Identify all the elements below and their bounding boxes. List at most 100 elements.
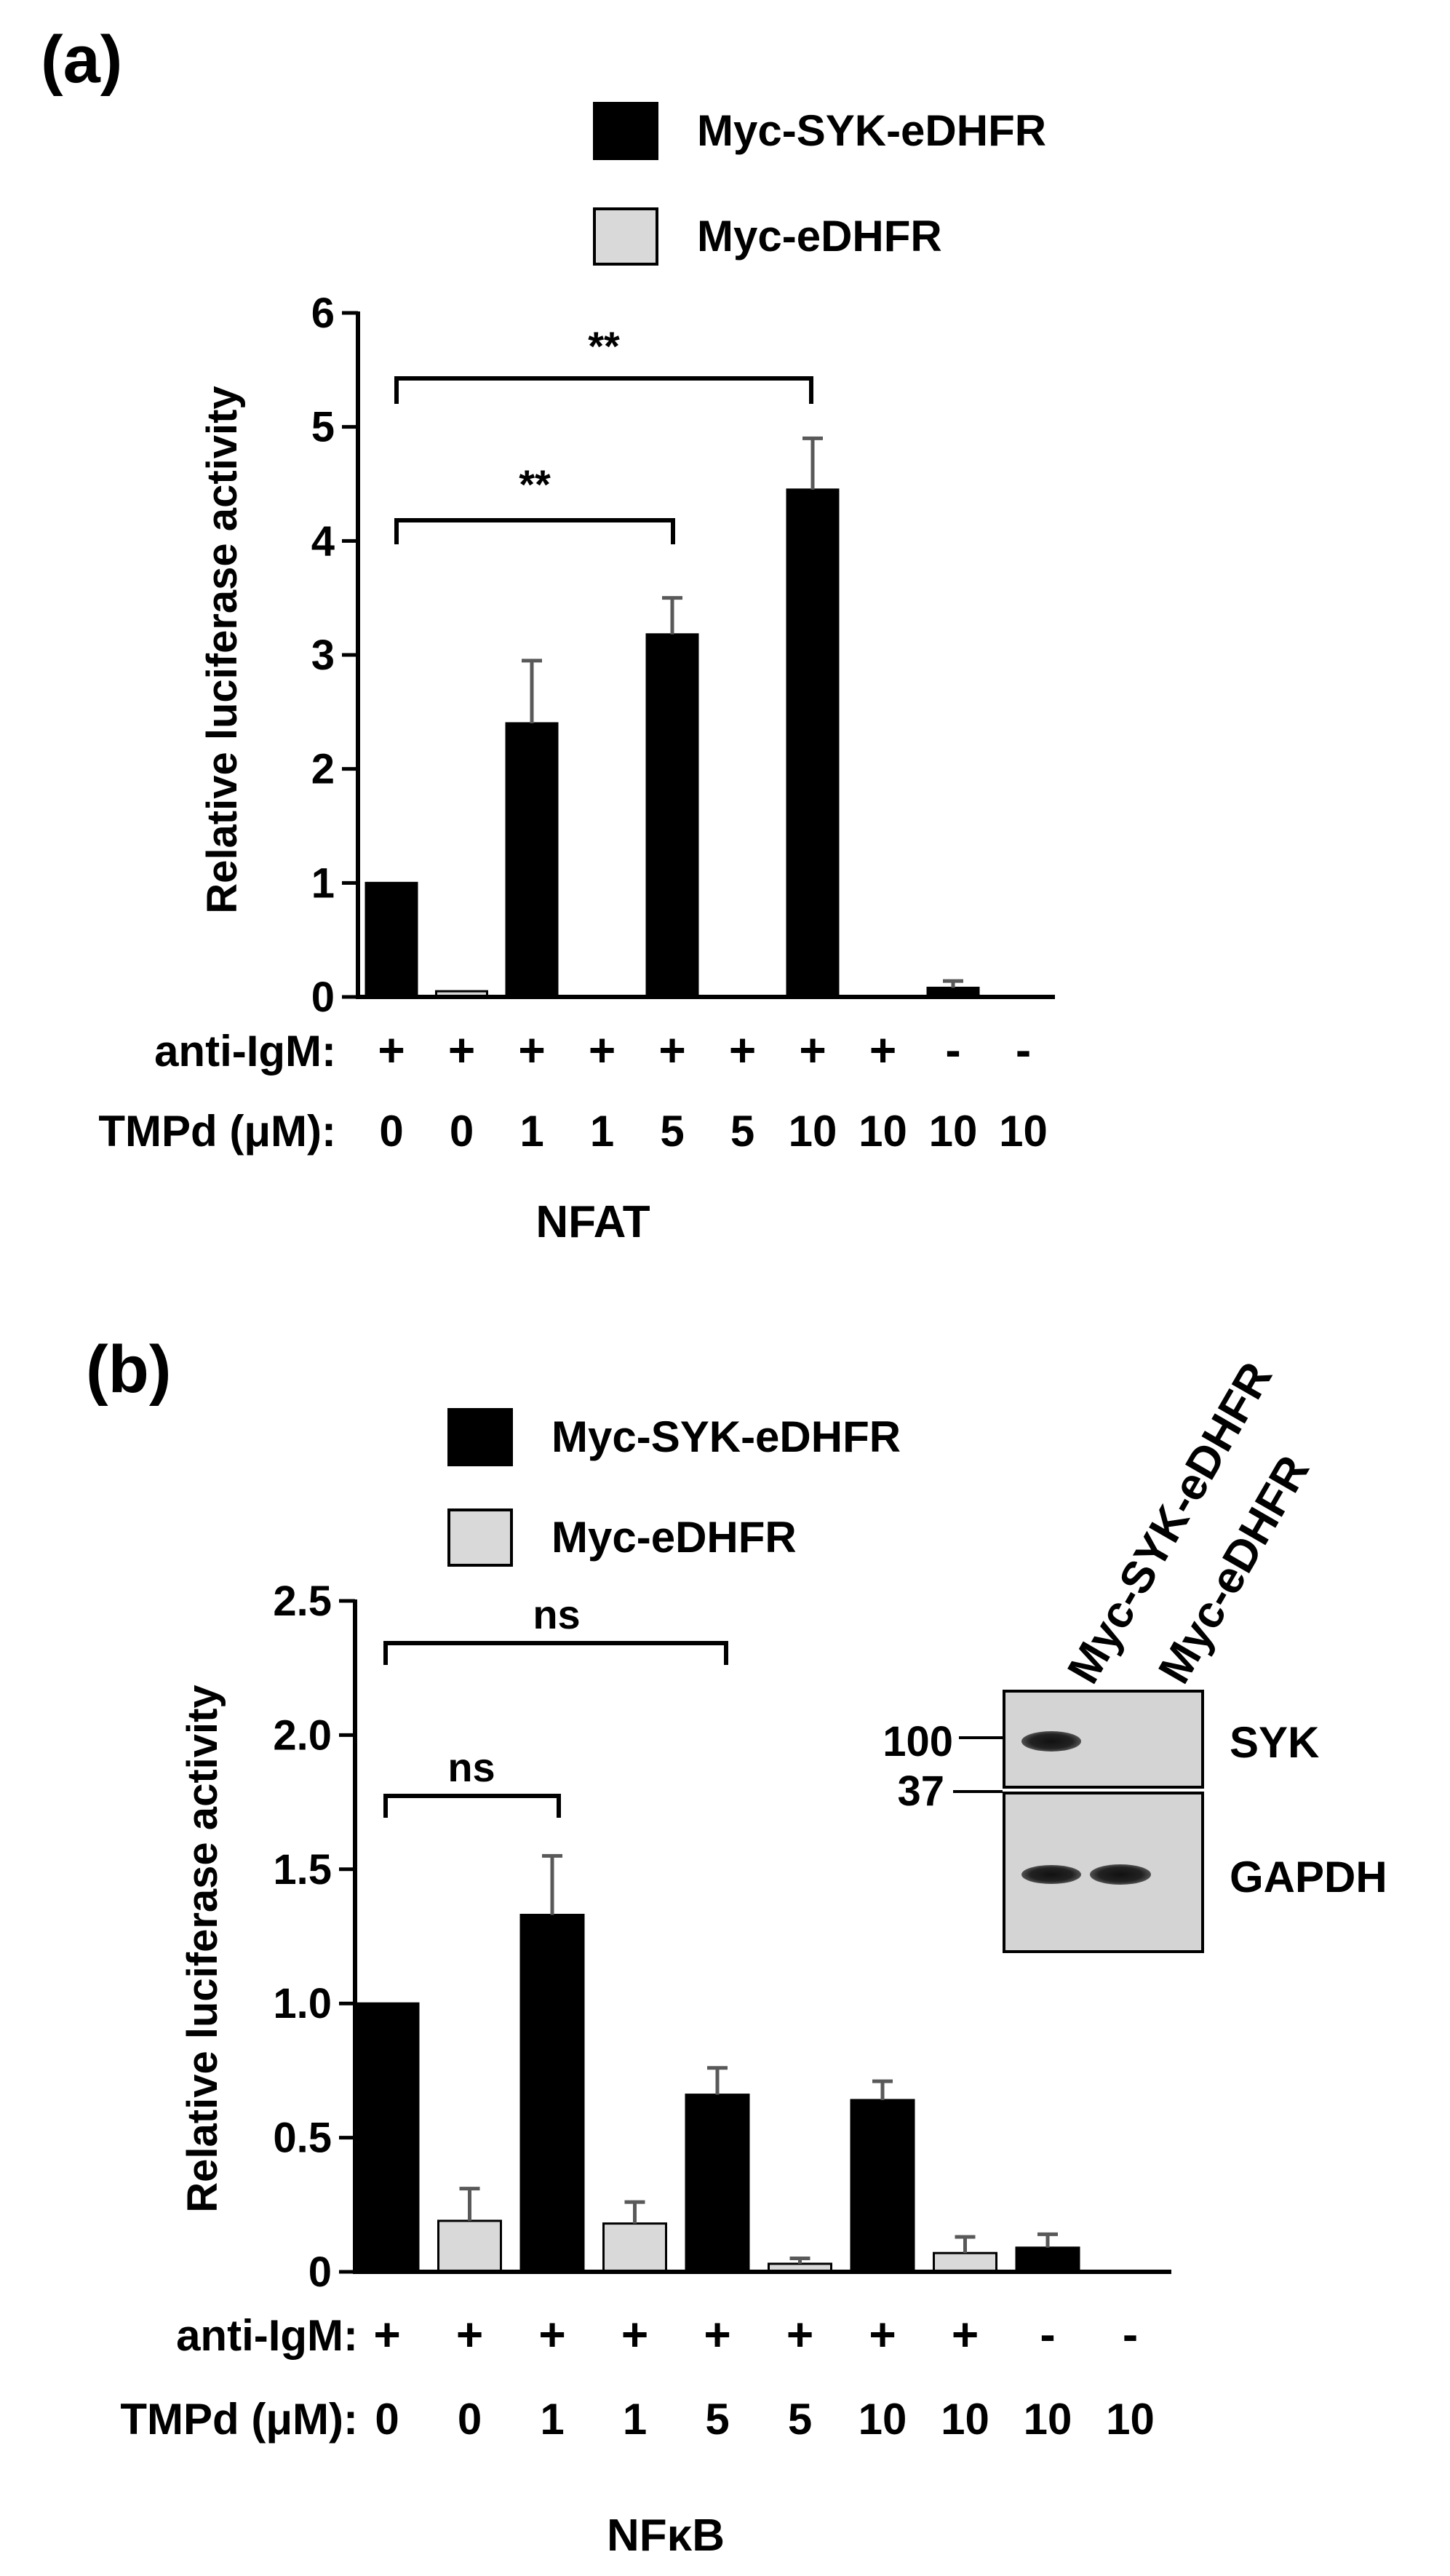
a-igm-2: + — [518, 1024, 545, 1076]
panel-b-label: (b) — [86, 1332, 172, 1407]
b-tmpd-0: 0 — [375, 2395, 399, 2444]
legend-a-label-edhfr: Myc-eDHFR — [697, 212, 942, 261]
b-bar-6 — [850, 2099, 915, 2273]
a-bar-2 — [505, 722, 559, 998]
a-row-label-igm: anti-IgM: — [154, 1027, 336, 1076]
a-ytick-label-0: 0 — [311, 974, 335, 1021]
a-igm-9: - — [1016, 1024, 1031, 1076]
legend-a-swatch-syk — [593, 102, 658, 160]
chart-a-group-label: NFAT — [535, 1197, 650, 1247]
b-errorbar-2 — [542, 1853, 562, 1915]
a-igm-3: + — [589, 1024, 616, 1076]
blot-gapdh-panel — [1003, 1792, 1204, 1953]
a-ytick-label-3: 3 — [311, 632, 335, 679]
b-ytick-label-1: 0.5 — [273, 2115, 332, 2162]
a-tmpd-6: 10 — [789, 1107, 837, 1156]
a-errorbar-6 — [802, 436, 823, 490]
b-errorbar-1 — [459, 2187, 480, 2221]
b-igm-0: + — [373, 2308, 400, 2361]
sig-b-0-1: ns — [447, 1744, 495, 1790]
a-tmpd-8: 10 — [929, 1107, 978, 1156]
b-igm-9: - — [1123, 2308, 1138, 2361]
b-igm-5: + — [786, 2308, 813, 2361]
a-tmpd-1: 0 — [450, 1107, 474, 1156]
legend-b-label-syk: Myc-SYK-eDHFR — [551, 1412, 901, 1461]
chart-a-significance: ** ** — [394, 323, 813, 544]
b-bar-2 — [519, 1913, 585, 2273]
blot-band-label-gapdh: GAPDH — [1230, 1853, 1387, 1901]
blot-band-gapdh-2 — [1090, 1864, 1151, 1885]
b-bar-1 — [437, 2219, 502, 2273]
legend-b-label-edhfr: Myc-eDHFR — [551, 1513, 797, 1562]
b-igm-8: - — [1040, 2308, 1055, 2361]
b-row-label-tmpd: TMPd (μM): — [120, 2395, 358, 2444]
b-errorbar-5 — [789, 2257, 810, 2264]
b-tmpd-5: 5 — [788, 2395, 812, 2444]
b-tmpd-3: 1 — [623, 2395, 647, 2444]
b-errorbar-6 — [872, 2079, 893, 2100]
sig-a-0-5: ** — [519, 461, 551, 507]
b-errorbar-8 — [1037, 2232, 1058, 2248]
blot-syk-panel — [1003, 1690, 1204, 1789]
blot-marker-100: 100 — [883, 1718, 953, 1765]
b-bar-4 — [685, 2094, 750, 2273]
a-tmpd-5: 5 — [730, 1107, 754, 1156]
b-tmpd-8: 10 — [1024, 2395, 1072, 2444]
legend-b-swatch-syk — [447, 1408, 513, 1466]
a-igm-6: + — [799, 1024, 826, 1076]
b-tmpd-7: 10 — [941, 2395, 989, 2444]
a-ytick-label-6: 6 — [311, 290, 335, 337]
a-ytick-label-1: 1 — [311, 859, 335, 907]
b-igm-6: + — [869, 2308, 896, 2361]
a-row-label-tmpd: TMPd (μM): — [98, 1107, 336, 1156]
chart-a-ylabel: Relative luciferase activity — [199, 386, 246, 913]
a-tmpd-0: 0 — [379, 1107, 403, 1156]
a-igm-5: + — [729, 1024, 756, 1076]
a-igm-7: + — [869, 1024, 896, 1076]
blot-band-syk — [1021, 1731, 1081, 1752]
panel-a-label: (a) — [41, 23, 123, 97]
a-errorbar-2 — [522, 659, 542, 723]
a-errorbar-8 — [943, 979, 963, 988]
b-errorbar-3 — [624, 2200, 645, 2224]
legend-a-swatch-edhfr — [593, 207, 658, 266]
b-tmpd-4: 5 — [705, 2395, 729, 2444]
b-row-label-igm: anti-IgM: — [176, 2311, 358, 2360]
b-errorbar-7 — [955, 2235, 976, 2254]
a-bar-0 — [365, 881, 418, 998]
a-igm-4: + — [658, 1024, 685, 1076]
blot-band-gapdh-1 — [1021, 1865, 1081, 1884]
b-tmpd-9: 10 — [1106, 2395, 1155, 2444]
chart-b: Relative luciferase activity 0 0.5 1.0 1.5 2… — [120, 1578, 1171, 2561]
b-igm-7: + — [952, 2308, 979, 2361]
chart-b-ylabel: Relative luciferase activity — [179, 1685, 226, 2212]
chart-b-significance: ns ns — [383, 1591, 728, 1818]
b-bar-3 — [602, 2222, 667, 2273]
a-errorbar-4 — [662, 596, 682, 635]
a-igm-8: - — [945, 1024, 960, 1076]
b-igm-2: + — [538, 2308, 565, 2361]
b-bar-8 — [1015, 2246, 1080, 2273]
a-bar-4 — [645, 633, 699, 998]
b-igm-3: + — [621, 2308, 648, 2361]
a-igm-1: + — [448, 1024, 475, 1076]
a-bar-6 — [786, 488, 840, 998]
sig-b-0-5: ns — [533, 1591, 580, 1637]
b-ytick-label-2: 1.0 — [273, 1980, 332, 2027]
legend-a-label-syk: Myc-SYK-eDHFR — [697, 106, 1047, 155]
chart-b-group-label: NFκB — [607, 2511, 725, 2561]
b-ytick-label-3: 1.5 — [273, 1846, 332, 1893]
a-ytick-label-5: 5 — [311, 404, 335, 451]
a-igm-0: + — [378, 1024, 405, 1076]
a-tmpd-4: 5 — [660, 1107, 684, 1156]
a-tmpd-2: 1 — [519, 1107, 543, 1156]
b-igm-4: + — [704, 2308, 730, 2361]
blot-band-label-syk: SYK — [1230, 1718, 1320, 1767]
b-ytick-label-5: 2.5 — [273, 1578, 332, 1625]
a-tmpd-9: 10 — [999, 1107, 1048, 1156]
b-tmpd-1: 0 — [458, 2395, 482, 2444]
blot-marker-37: 37 — [897, 1768, 944, 1815]
b-igm-1: + — [456, 2308, 483, 2361]
blot-lane-labels: Myc-SYK-eDHFR Myc-eDHFR — [1058, 1354, 1319, 1692]
